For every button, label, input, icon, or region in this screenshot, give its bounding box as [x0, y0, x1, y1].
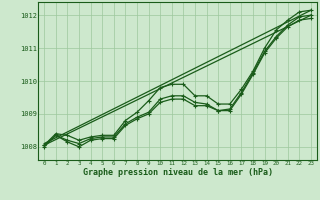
X-axis label: Graphe pression niveau de la mer (hPa): Graphe pression niveau de la mer (hPa)	[83, 168, 273, 177]
